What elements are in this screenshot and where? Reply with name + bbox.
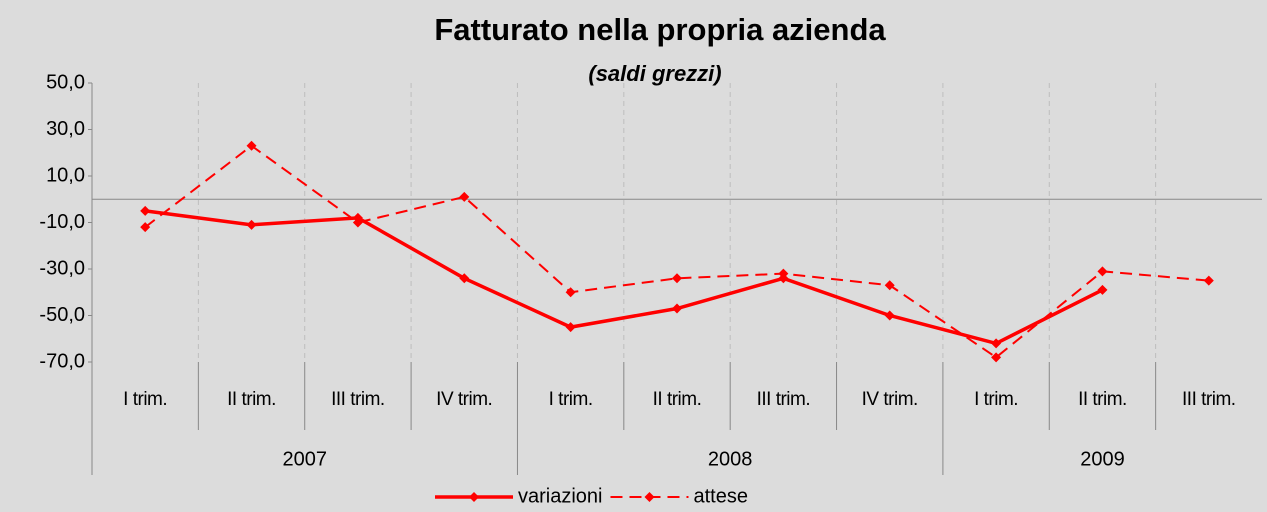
point (565, 287, 576, 298)
legend-marker (469, 492, 479, 502)
y-tick-label: 50,0 (46, 71, 85, 93)
group-label: 2007 (282, 448, 327, 470)
point (1097, 284, 1108, 295)
y-tick-label: -50,0 (39, 304, 85, 326)
point (140, 222, 151, 233)
y-tick-label: -70,0 (39, 350, 85, 372)
point (1097, 266, 1108, 277)
point (246, 219, 257, 230)
y-tick-label: 30,0 (46, 118, 85, 140)
group-label: 2008 (708, 448, 753, 470)
series-line (144, 209, 1104, 346)
point (884, 280, 895, 291)
y-tick-label: -10,0 (39, 211, 85, 233)
x-tick-label: III trim. (331, 389, 385, 410)
point (459, 273, 470, 284)
point (1203, 275, 1214, 286)
point (884, 310, 895, 321)
legend-label: attese (693, 485, 747, 507)
y-tick-label: 10,0 (46, 164, 85, 186)
point (991, 338, 1002, 349)
x-tick-label: II trim. (227, 389, 276, 410)
legend-marker (644, 492, 655, 502)
series-line (144, 144, 1209, 359)
x-tick-label: I trim. (123, 389, 167, 410)
x-tick-label: II trim. (653, 389, 702, 410)
chart-subtitle: (saldi grezzi) (588, 61, 721, 86)
group-label: 2009 (1080, 448, 1125, 470)
point (778, 268, 789, 279)
x-tick-label: I trim. (549, 389, 593, 410)
x-tick-label: IV trim. (862, 389, 918, 410)
legend-label: variazioni (518, 485, 602, 507)
point (565, 322, 576, 333)
x-tick-label: III trim. (757, 389, 811, 410)
point (459, 191, 470, 202)
point (352, 217, 363, 228)
point (672, 303, 682, 314)
chart-title: Fatturato nella propria azienda (434, 12, 886, 47)
x-tick-label: III trim. (1182, 389, 1236, 410)
point (672, 273, 682, 284)
x-tick-label: I trim. (974, 389, 1018, 410)
point (991, 352, 1002, 363)
y-tick-label: -30,0 (39, 257, 85, 279)
point (140, 205, 151, 216)
x-tick-label: II trim. (1078, 389, 1127, 410)
point (246, 140, 257, 151)
x-tick-label: IV trim. (436, 389, 492, 410)
